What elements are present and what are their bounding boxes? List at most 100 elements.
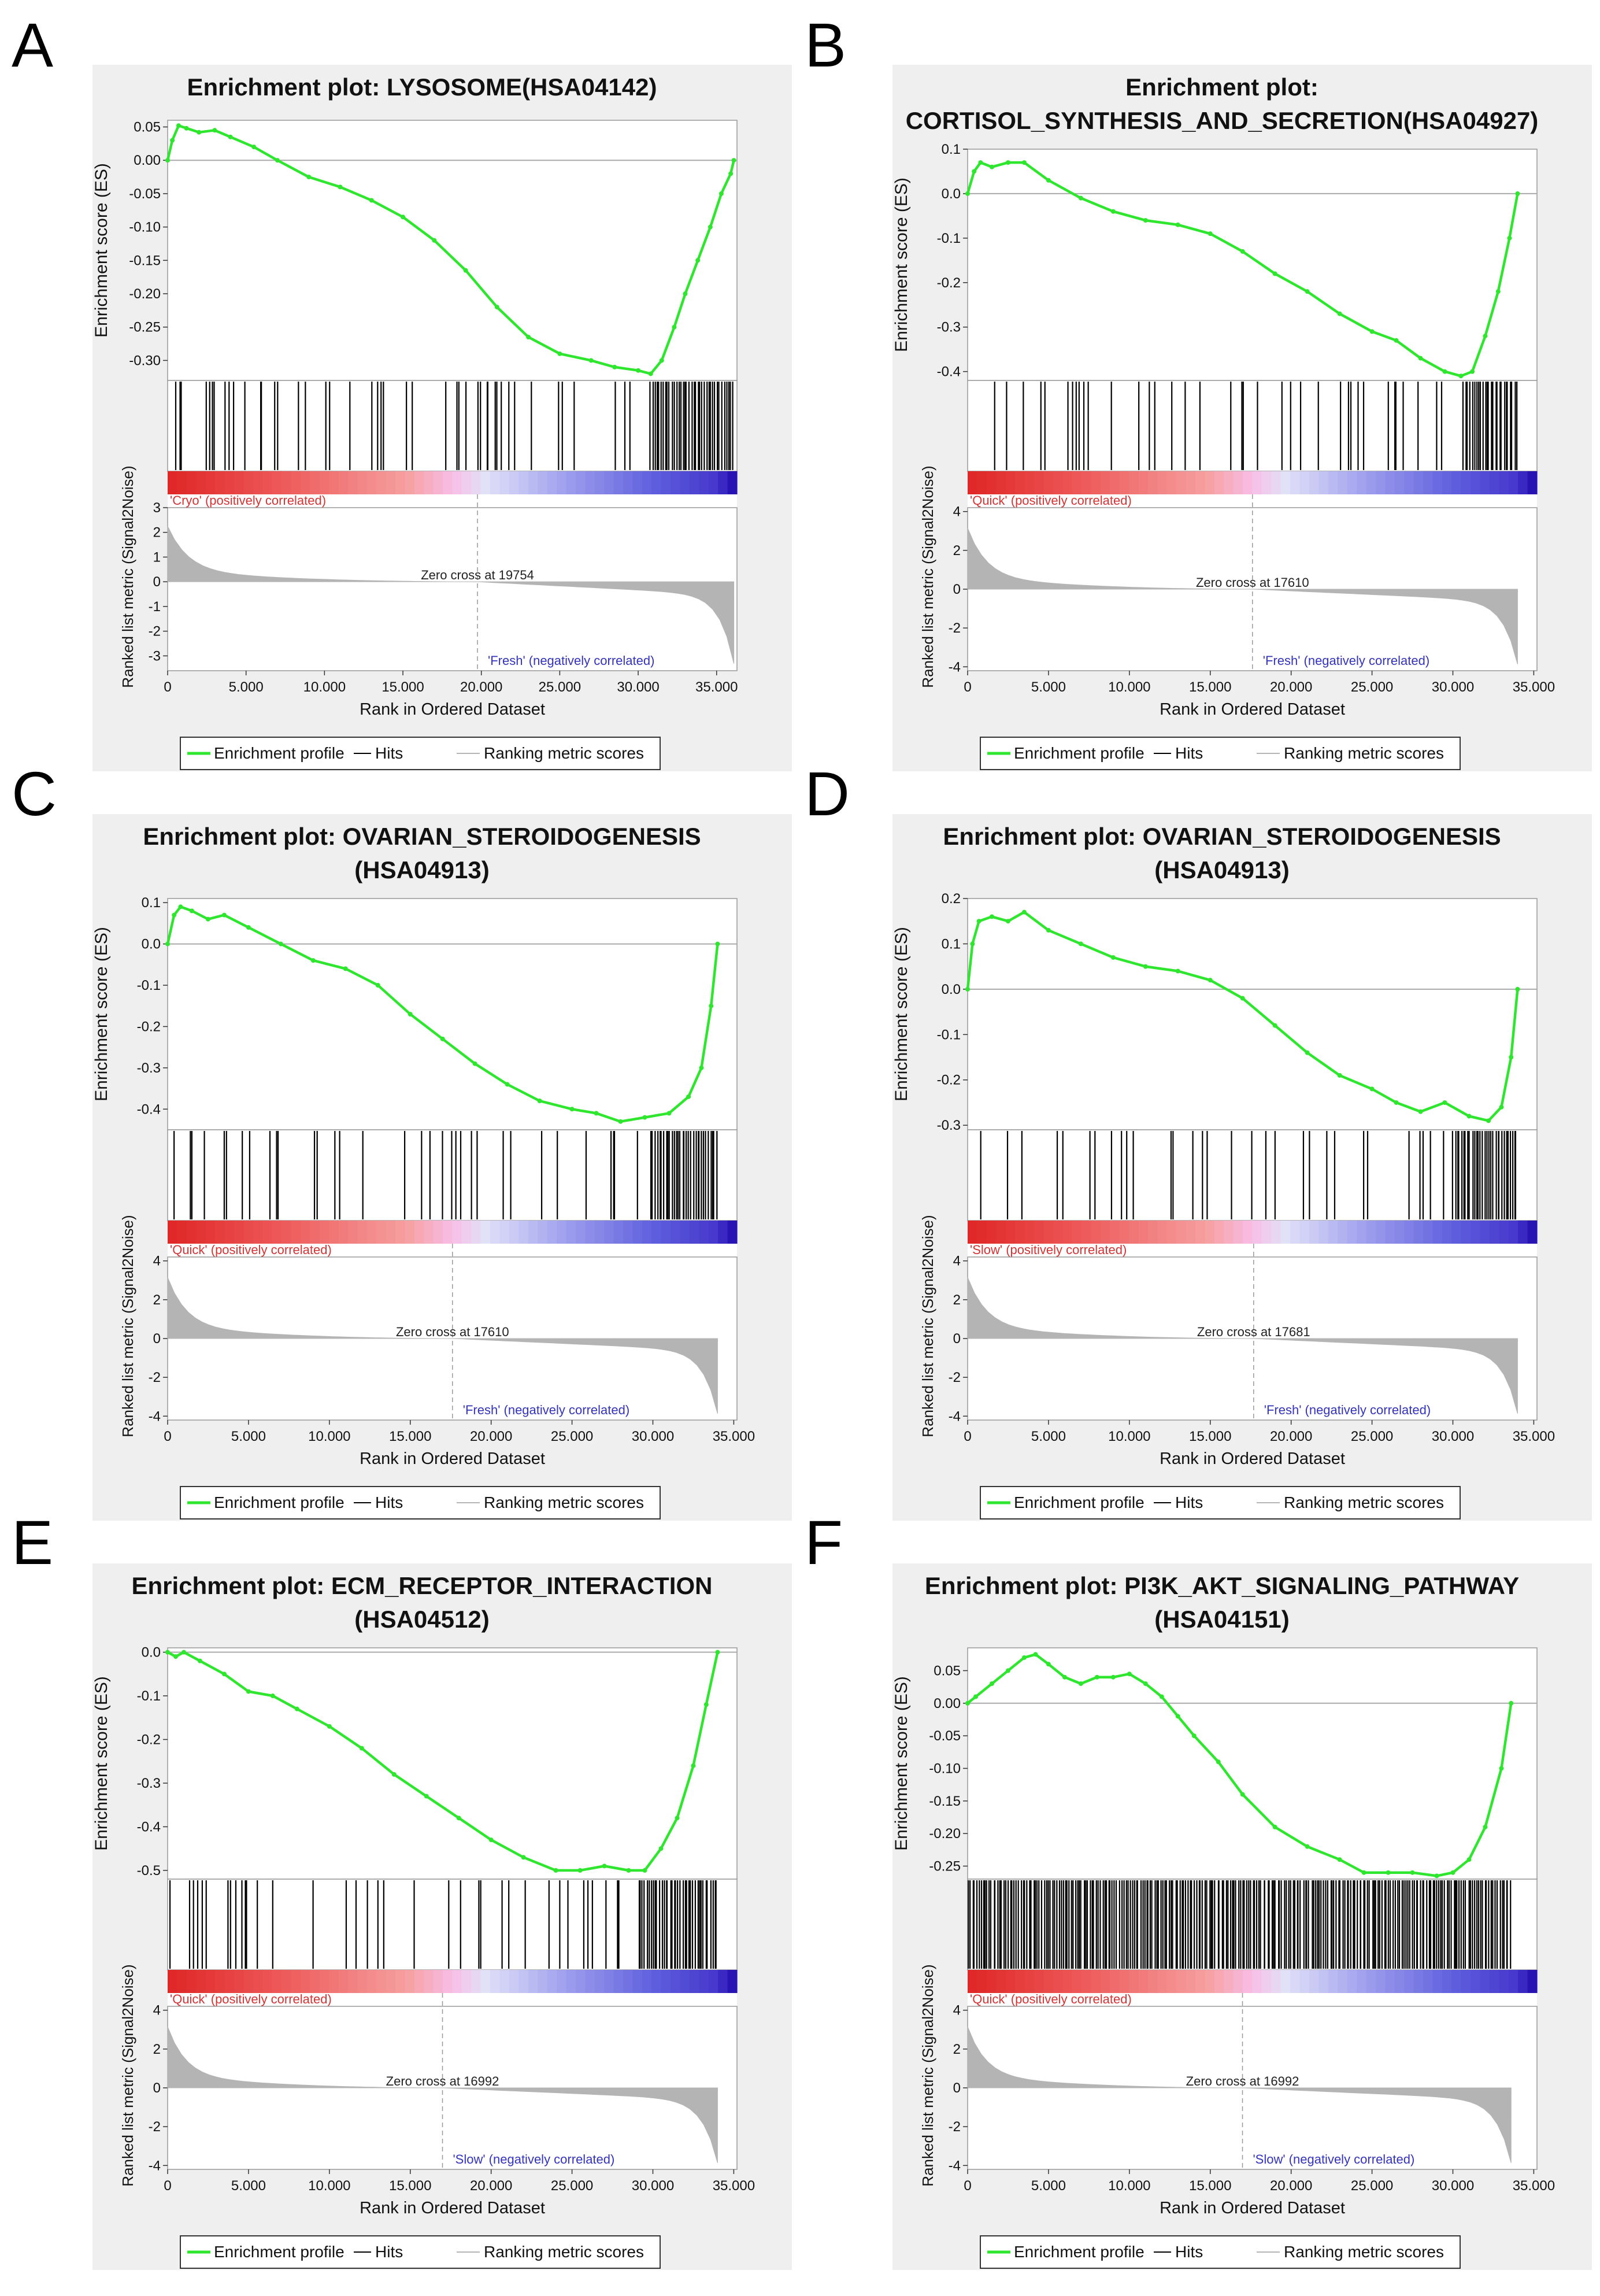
heat-bar-segment <box>1119 1221 1129 1244</box>
heat-bar-segment <box>1471 1970 1481 1993</box>
x-tick-label: 30.000 <box>617 679 659 695</box>
heat-bar-segment <box>509 471 520 494</box>
heat-bar-segment <box>1451 1221 1462 1244</box>
heat-bar-segment <box>680 471 690 494</box>
heat-bar-segment <box>1432 471 1443 494</box>
heat-bar-segment <box>1015 1970 1025 1993</box>
heat-bar-segment <box>1309 1970 1320 1993</box>
heat-bar-segment <box>1299 1221 1310 1244</box>
heat-bar-segment <box>1252 1970 1262 1993</box>
es-point <box>228 134 233 139</box>
positive-correlation-label: 'Quick' (positively correlated) <box>170 1243 332 1257</box>
heat-bar-segment <box>1499 1221 1509 1244</box>
heat-bar-segment <box>1347 471 1357 494</box>
label-strip <box>168 494 737 508</box>
legend-enrichment-profile: Enrichment profile <box>214 744 345 762</box>
es-point <box>246 1689 251 1694</box>
es-y-tick-label: -0.1 <box>937 1027 961 1042</box>
x-tick-label: 25.000 <box>551 1429 593 1444</box>
heat-bar-segment <box>689 1970 699 1993</box>
panel-c: C Enrichment plot: OVARIAN_STEROIDOGENESI… <box>12 759 792 1521</box>
heat-bar-segment <box>566 1970 576 1993</box>
heat-bar-segment <box>490 1970 501 1993</box>
es-point <box>1442 369 1447 374</box>
metric-y-tick-label: 4 <box>953 2003 961 2018</box>
es-point <box>488 1837 494 1843</box>
x-tick-label: 30.000 <box>1432 679 1474 695</box>
heat-bar-segment <box>433 1221 443 1244</box>
heat-bar-segment <box>1176 1221 1187 1244</box>
chart-title: Enrichment plot: PI3K_AKT_SIGNALING_PATH… <box>925 1572 1519 1599</box>
x-axis-label: Rank in Ordered Dataset <box>360 700 545 719</box>
heat-bar-segment <box>996 1970 1006 1993</box>
es-point <box>369 198 374 203</box>
heat-bar-segment <box>1280 1970 1291 1993</box>
es-y-tick-label: -0.4 <box>137 1819 161 1835</box>
heat-bar-segment <box>1110 1221 1120 1244</box>
es-point <box>1466 1114 1472 1119</box>
heat-bar-segment <box>1005 1970 1016 1993</box>
heat-bar-segment <box>414 471 424 494</box>
x-tick-label: 0 <box>164 1429 171 1444</box>
es-point <box>440 1036 445 1041</box>
heat-bar-segment <box>1309 471 1320 494</box>
heat-bar-segment <box>1432 1221 1443 1244</box>
es-y-tick-label: 0.05 <box>934 1663 961 1678</box>
heat-bar-segment <box>300 1221 310 1244</box>
heat-bar-segment <box>509 1970 520 1993</box>
heat-bar-segment <box>338 1221 349 1244</box>
legend-ranking-metric: Ranking metric scores <box>1284 1493 1444 1511</box>
es-point <box>278 941 283 947</box>
heat-bar-segment <box>338 471 349 494</box>
heat-bar-segment <box>1224 1221 1234 1244</box>
heat-bar-segment <box>424 1221 434 1244</box>
es-point <box>715 941 720 947</box>
x-tick-label: 20.000 <box>1270 679 1312 695</box>
heat-bar-segment <box>1205 1970 1215 1993</box>
x-tick-label: 5.000 <box>229 679 264 695</box>
heat-bar-segment <box>1480 471 1490 494</box>
heat-bar-segment <box>1527 1221 1538 1244</box>
legend-hits: Hits <box>1175 1493 1203 1511</box>
es-point <box>1175 222 1180 227</box>
heat-bar-segment <box>443 1970 453 1993</box>
heat-bar-segment <box>1195 471 1206 494</box>
heat-bar-segment <box>1205 1221 1215 1244</box>
x-tick-label: 30.000 <box>632 2178 674 2194</box>
es-point <box>1159 1694 1164 1699</box>
es-point <box>1021 1655 1027 1660</box>
heat-bar-segment <box>1157 1221 1168 1244</box>
es-y-tick-label: -0.1 <box>137 978 161 993</box>
heat-bar-segment <box>319 1221 329 1244</box>
es-point <box>577 1868 583 1873</box>
heat-bar-segment <box>1110 1970 1120 1993</box>
positive-correlation-label: 'Cryo' (positively correlated) <box>170 493 326 508</box>
heat-bar-segment <box>1489 471 1499 494</box>
heat-bar-segment <box>395 471 406 494</box>
x-tick-label: 20.000 <box>1270 2178 1312 2194</box>
heat-bar-segment <box>642 471 652 494</box>
heat-bar-segment <box>186 471 197 494</box>
metric-y-tick-label: -1 <box>149 599 161 615</box>
es-point <box>1078 1681 1083 1686</box>
heat-bar-segment <box>1147 1221 1158 1244</box>
es-point <box>1110 1674 1116 1680</box>
heat-bar-segment <box>1385 471 1395 494</box>
x-tick-label: 0 <box>964 1429 971 1444</box>
heat-bar-segment <box>575 1970 586 1993</box>
heat-bar-segment <box>986 1970 997 1993</box>
heat-bar-segment <box>1110 471 1120 494</box>
heat-bar-segment <box>177 471 187 494</box>
es-point <box>1410 1870 1415 1875</box>
heat-bar-segment <box>1328 1221 1338 1244</box>
x-tick-label: 10.000 <box>1108 2178 1150 2194</box>
heat-bar-segment <box>1518 1970 1528 1993</box>
heat-bar-segment <box>395 1221 406 1244</box>
es-y-axis-label: Enrichment score (ES) <box>892 178 911 352</box>
es-point <box>658 1846 664 1851</box>
heat-bar-segment <box>1072 1221 1082 1244</box>
x-tick-label: 35.000 <box>1513 1429 1555 1444</box>
heat-bar-segment <box>708 1221 718 1244</box>
heat-bar-segment <box>708 471 718 494</box>
x-tick-label: 25.000 <box>539 679 581 695</box>
